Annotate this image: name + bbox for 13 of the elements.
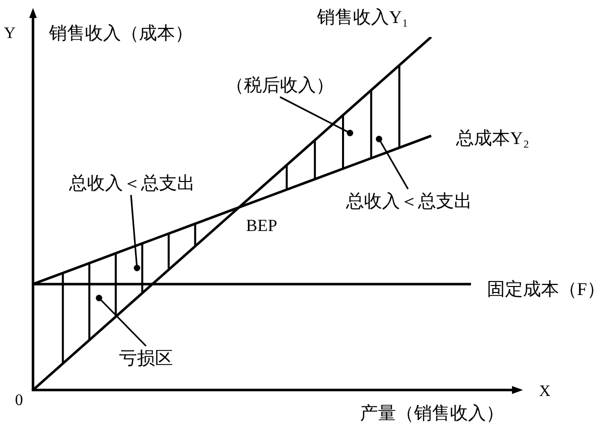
text: X — [539, 383, 551, 400]
annotation: 总收入＜总支出 — [68, 173, 195, 193]
y-axis-title: 销售收入（成本） — [48, 23, 193, 43]
annotation: 总收入＜总支出 — [345, 191, 472, 211]
annotation: BEP — [246, 216, 278, 235]
series-label: 销售收入Y₁ — [316, 7, 408, 27]
series-label: 固定成本（F） — [487, 279, 606, 299]
x-axis-title: 产量（销售收入） — [360, 403, 504, 423]
text: Y — [4, 25, 16, 42]
annotation: 亏损区 — [119, 348, 173, 368]
annotation: （税后收入） — [226, 75, 334, 95]
series-label: 总成本Y₂ — [455, 128, 530, 148]
text: 0 — [15, 392, 23, 409]
